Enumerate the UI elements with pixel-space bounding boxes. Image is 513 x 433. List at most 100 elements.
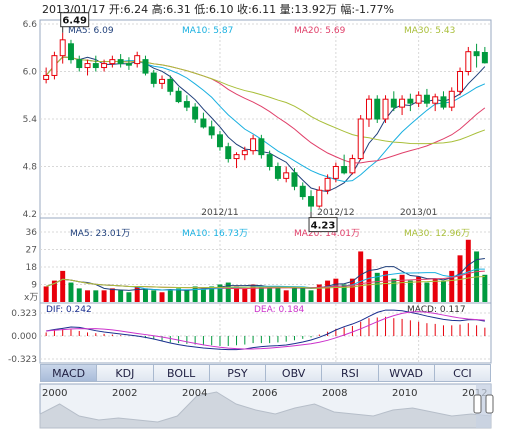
tab-kdj[interactable]: KDJ bbox=[97, 364, 154, 382]
volume-bar bbox=[76, 288, 82, 302]
volume-bar bbox=[325, 280, 331, 302]
volume-bar bbox=[399, 274, 405, 302]
tab-obv[interactable]: OBV bbox=[266, 364, 323, 382]
candle-body bbox=[258, 138, 265, 156]
tab-wvad[interactable]: WVAD bbox=[378, 364, 435, 382]
volume-bar bbox=[341, 284, 347, 302]
volume-bar bbox=[416, 276, 422, 302]
candle-body bbox=[415, 94, 422, 104]
candle-body bbox=[125, 63, 132, 66]
candle-body bbox=[233, 154, 240, 160]
low-price-label: 4.23 bbox=[311, 221, 336, 232]
volume-bar bbox=[432, 278, 438, 302]
volume-bar bbox=[407, 280, 413, 302]
candle-body bbox=[365, 98, 372, 120]
candle-body bbox=[448, 90, 455, 108]
legend-label: MA10: 5.87 bbox=[182, 26, 233, 36]
candle-body bbox=[225, 146, 232, 160]
high-callout-box bbox=[60, 12, 90, 28]
candle-body bbox=[142, 59, 149, 74]
price-tick-label: 6.6 bbox=[23, 20, 38, 30]
volume-bar bbox=[60, 270, 66, 302]
candle-body bbox=[134, 55, 141, 65]
price-tick-label: 6.0 bbox=[23, 68, 38, 78]
volume-bar bbox=[308, 290, 314, 302]
legend-label: MA30: 5.43 bbox=[404, 26, 455, 36]
volume-bar bbox=[225, 282, 231, 302]
candle-body bbox=[175, 90, 182, 103]
x-axis-ticks: 2012/11 2012/12 2013/01 bbox=[201, 208, 437, 218]
volume-tick-label: 36 bbox=[26, 228, 38, 238]
tab-cci[interactable]: CCI bbox=[434, 364, 491, 382]
tab-rsi[interactable]: RSI bbox=[322, 364, 379, 382]
volume-bar bbox=[159, 292, 165, 302]
candle-body bbox=[316, 189, 323, 207]
volume-bar bbox=[465, 239, 471, 302]
candle-body bbox=[51, 55, 58, 76]
navigator-year-label: 2010 bbox=[392, 388, 417, 399]
volume-bar bbox=[300, 286, 306, 302]
dif-line bbox=[46, 309, 485, 351]
tab-boll[interactable]: BOLL bbox=[153, 364, 210, 382]
candle-body bbox=[183, 101, 190, 108]
volume-bar bbox=[457, 255, 463, 302]
macd-tick-label: 0.323 bbox=[11, 309, 37, 319]
legend-label: MA20: 14.01万 bbox=[294, 229, 360, 239]
volume-bar bbox=[258, 286, 264, 302]
volume-ma-lines bbox=[45, 257, 485, 291]
price-tick-label: 5.4 bbox=[23, 115, 38, 125]
legend-label: MA30: 12.96万 bbox=[404, 229, 470, 239]
volume-unit-label: x万 bbox=[24, 293, 38, 303]
volume-bar bbox=[118, 290, 124, 302]
candle-body bbox=[192, 106, 199, 120]
price-callouts: 6.49 4.23 bbox=[60, 12, 338, 233]
candle-body bbox=[457, 71, 464, 92]
volume-bar bbox=[209, 286, 215, 302]
macd-legend: DIF: 0.242 DEA: 0.184 MACD: 0.117 bbox=[46, 305, 466, 315]
tab-macd[interactable]: MACD bbox=[40, 364, 98, 382]
volume-bar bbox=[101, 290, 107, 302]
navigator-year-label: 2000 bbox=[42, 388, 67, 399]
price-tick-label: 4.2 bbox=[23, 210, 37, 220]
grid-lines bbox=[40, 20, 491, 363]
candle-body bbox=[390, 98, 397, 108]
volume-bar bbox=[200, 288, 206, 302]
macd-histogram bbox=[45, 316, 486, 346]
candle-body bbox=[117, 59, 124, 65]
navigator-year-label: 2006 bbox=[252, 388, 277, 399]
candle-body bbox=[399, 98, 406, 108]
volume-tick-label: 18 bbox=[26, 263, 38, 273]
volume-bar bbox=[126, 292, 132, 302]
navigator-handle-right[interactable] bbox=[485, 394, 494, 414]
volume-bar bbox=[349, 278, 355, 302]
volume-bar bbox=[291, 288, 297, 302]
volume-bar bbox=[316, 284, 322, 302]
volume-bar bbox=[250, 284, 256, 302]
navigator-handle-left[interactable] bbox=[473, 394, 482, 414]
candle-body bbox=[250, 138, 257, 152]
candle-body bbox=[43, 74, 50, 80]
legend-label: DEA: 0.184 bbox=[254, 305, 305, 315]
candle-body bbox=[291, 172, 298, 187]
legend-label: DIF: 0.242 bbox=[46, 305, 92, 315]
navigator-year-label: 2012 bbox=[462, 388, 487, 399]
volume-bar bbox=[333, 278, 339, 302]
volume-bar bbox=[51, 280, 57, 302]
candle-body bbox=[324, 177, 331, 191]
ohlc-header: 2013/01/17 开:6.24 高:6.31 低:6.10 收:6.11 量… bbox=[42, 2, 394, 16]
candle-body bbox=[208, 126, 215, 136]
low-callout-box bbox=[308, 217, 338, 233]
candle-body bbox=[101, 63, 108, 69]
candle-body bbox=[473, 51, 480, 57]
volume-bar bbox=[482, 274, 488, 302]
volume-bar bbox=[424, 282, 430, 302]
volume-tick-label: 9 bbox=[31, 281, 37, 291]
volume-bar bbox=[93, 290, 99, 302]
candle-body bbox=[241, 150, 248, 156]
tab-psy[interactable]: PSY bbox=[209, 364, 266, 382]
legend-label: MA10: 16.73万 bbox=[182, 229, 248, 239]
volume-bar bbox=[283, 290, 289, 302]
volume-bar bbox=[449, 270, 455, 302]
date-tick-label: 2012/12 bbox=[317, 208, 354, 218]
